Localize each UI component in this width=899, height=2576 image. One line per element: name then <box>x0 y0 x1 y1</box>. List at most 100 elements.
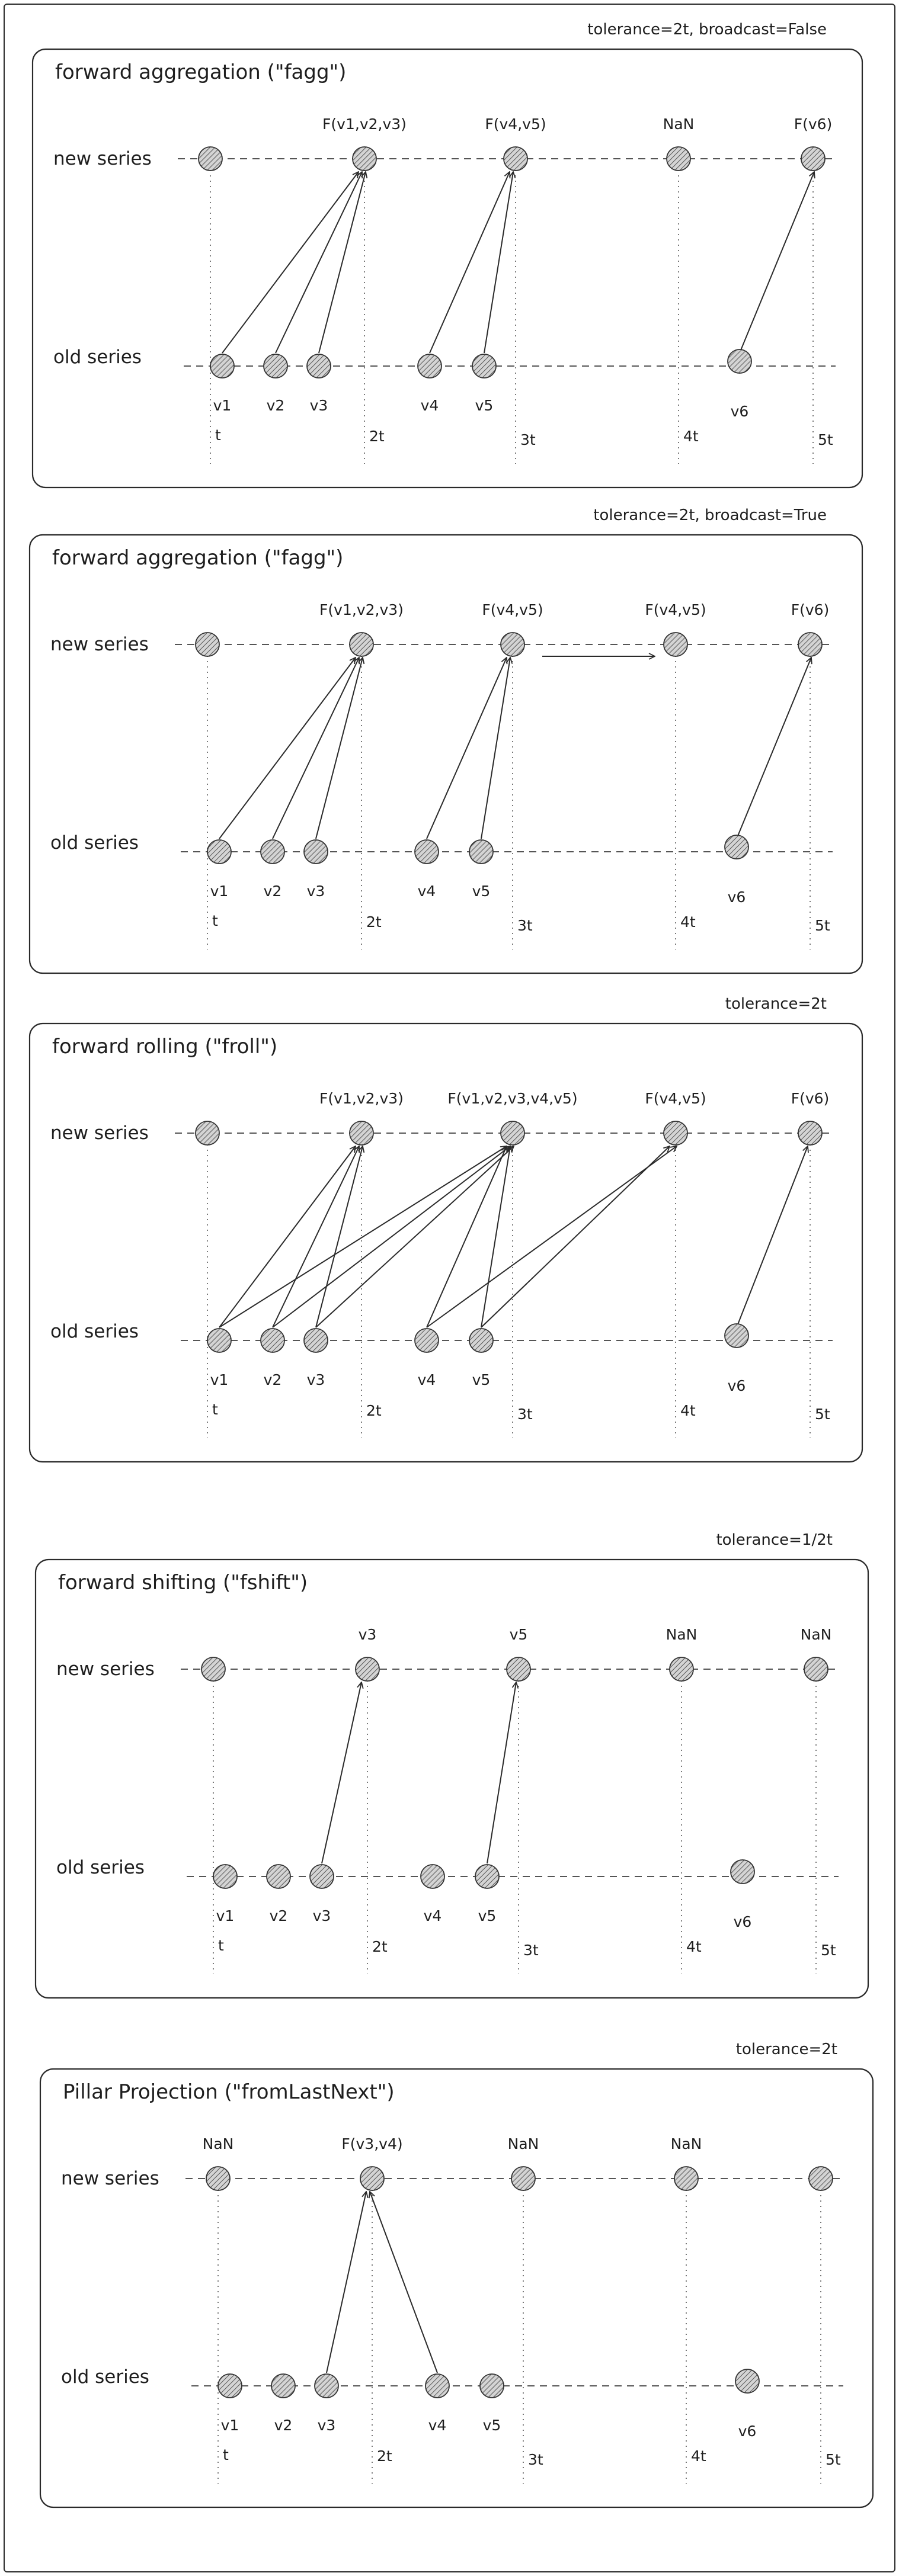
new-node-label: F(v1,v2,v3) <box>322 116 407 133</box>
new-series-node <box>511 2166 536 2191</box>
tolerance-label: tolerance=1/2t <box>716 1531 833 1549</box>
mapping-arrow <box>315 1146 514 1328</box>
mapping-arrow <box>219 1146 356 1328</box>
panel-title: forward aggregation ("fagg") <box>55 60 346 84</box>
time-label: 4t <box>686 1938 702 1955</box>
old-node-label: v3 <box>313 1907 331 1924</box>
old-node-label: v2 <box>264 1371 282 1388</box>
new-node-label: NaN <box>203 2135 234 2152</box>
time-label: 3t <box>528 2451 543 2468</box>
mapping-arrow <box>429 172 510 354</box>
new-series-node <box>355 1657 380 1682</box>
new-node-label: v3 <box>359 1626 377 1643</box>
old-node-label: v3 <box>307 1371 325 1388</box>
panel-title: forward rolling ("froll") <box>52 1035 277 1058</box>
old-series-label: old series <box>56 1857 145 1878</box>
old-node-label: v1 <box>221 2417 239 2434</box>
new-node-label: F(v4,v5) <box>482 601 543 618</box>
new-node-label: NaN <box>508 2135 539 2152</box>
old-node-label: v2 <box>267 397 285 414</box>
old-series-node <box>469 839 494 864</box>
time-label: 3t <box>523 1942 539 1959</box>
panel-title: Pillar Projection ("fromLastNext") <box>63 2080 395 2104</box>
mapping-arrow <box>736 657 811 839</box>
old-node-label: v6 <box>738 2423 757 2440</box>
new-node-label: v5 <box>510 1626 528 1643</box>
mapping-arrow <box>484 172 513 354</box>
old-node-label: v5 <box>475 397 494 414</box>
mapping-arrow <box>739 172 814 354</box>
old-series-node <box>414 1328 439 1353</box>
new-series-node <box>500 1121 525 1146</box>
old-node-label: v2 <box>270 1907 288 1924</box>
old-node-label: v5 <box>483 2417 501 2434</box>
panel-title: forward aggregation ("fagg") <box>52 546 343 570</box>
old-node-label: v1 <box>213 397 232 414</box>
time-label: 4t <box>683 428 699 445</box>
new-series-node <box>349 632 374 657</box>
new-series-node <box>360 2166 385 2191</box>
old-series-node <box>263 354 288 378</box>
new-series-node <box>798 1121 823 1146</box>
new-node-label: F(v1,v2,v3) <box>319 601 404 618</box>
time-label: 2t <box>369 428 385 445</box>
new-node-label: F(v1,v2,v3) <box>319 1090 404 1107</box>
old-series-node <box>420 1864 445 1889</box>
old-node-label: v1 <box>216 1907 235 1924</box>
old-series-node <box>475 1864 500 1889</box>
old-series-node <box>210 354 235 378</box>
old-series-node <box>425 2373 450 2398</box>
new-node-label: F(v1,v2,v3,v4,v5) <box>447 1090 577 1107</box>
panel-box <box>39 2068 874 2508</box>
new-series-label: new series <box>53 148 152 169</box>
old-series-node <box>213 1864 238 1889</box>
old-node-label: v6 <box>728 888 746 906</box>
new-node-label: NaN <box>801 1626 832 1643</box>
new-series-node <box>804 1657 828 1682</box>
old-series-node <box>469 1328 494 1353</box>
panel-fagg-no-broadcast: tolerance=2t, broadcast=False forward agg… <box>31 21 863 489</box>
new-node-label: F(v4,v5) <box>645 601 706 618</box>
time-label: 4t <box>680 913 696 931</box>
old-node-label: v1 <box>210 1371 229 1388</box>
new-series-node <box>808 2166 833 2191</box>
old-series-node <box>314 2373 339 2398</box>
old-series-node <box>472 354 497 378</box>
old-node-label: v3 <box>307 883 325 900</box>
panel-box <box>28 534 863 974</box>
old-node-label: v5 <box>478 1907 497 1924</box>
mapping-arrow <box>275 172 362 354</box>
new-node-label: NaN <box>671 2135 702 2152</box>
old-series-node <box>479 2373 504 2398</box>
old-series-node <box>414 839 439 864</box>
new-node-label: F(v3,v4) <box>341 2135 402 2152</box>
old-series-node <box>309 1864 334 1889</box>
mapping-arrow <box>222 172 359 354</box>
panel-from-last-next: tolerance=2t Pillar Projection ("fromLast… <box>39 2041 874 2508</box>
mapping-arrow <box>736 1146 808 1328</box>
old-series-node <box>271 2373 296 2398</box>
mapping-arrow <box>272 657 359 839</box>
time-label: 3t <box>517 1406 533 1423</box>
new-series-node <box>352 146 377 171</box>
panels-root: tolerance=2t, broadcast=False forward agg… <box>28 21 874 2508</box>
old-node-label: v2 <box>264 883 282 900</box>
time-label: 3t <box>520 431 536 448</box>
tolerance-label: tolerance=2t <box>736 2041 837 2058</box>
new-series-label: new series <box>50 1122 149 1144</box>
time-label: 5t <box>826 2451 841 2468</box>
panel-box <box>34 1558 869 1999</box>
mapping-arrow <box>426 657 507 839</box>
mapping-arrow <box>426 1146 507 1328</box>
new-series-label: new series <box>61 2168 159 2189</box>
mapping-arrow <box>315 1146 363 1328</box>
time-label: 5t <box>821 1942 836 1959</box>
panel-title: forward shifting ("fshift") <box>58 1571 308 1595</box>
new-series-node <box>195 1121 220 1146</box>
new-series-label: new series <box>56 1658 155 1680</box>
time-label: 2t <box>377 2447 392 2465</box>
new-series-node <box>674 2166 699 2191</box>
tolerance-label: tolerance=2t, broadcast=False <box>587 21 827 39</box>
old-node-label: v4 <box>418 1371 436 1388</box>
